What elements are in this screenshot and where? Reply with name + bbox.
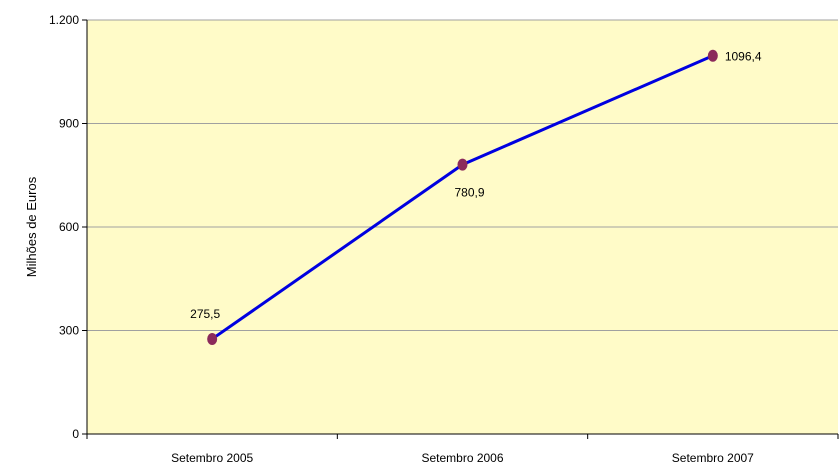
y-axis-title: Milhões de Euros (24, 176, 39, 277)
y-axis-ticks: 0 300 600 900 1.200 (49, 13, 87, 441)
x-axis-ticks: Setembro 2005 Setembro 2006 Setembro 2007 (86, 434, 839, 465)
data-labels: 275,5 780,9 1096,4 (190, 50, 762, 321)
y-tick-label: 0 (72, 427, 79, 441)
data-point (457, 158, 468, 171)
data-point (207, 332, 218, 345)
data-label: 275,5 (190, 307, 220, 321)
x-tick-label: Setembro 2005 (171, 451, 253, 465)
x-tick-label: Setembro 2006 (421, 451, 503, 465)
data-label: 780,9 (454, 186, 484, 200)
data-label: 1096,4 (725, 50, 762, 64)
y-tick-label: 1.200 (49, 13, 79, 27)
series-layer (207, 49, 718, 345)
y-tick-label: 300 (59, 324, 79, 338)
y-tick-label: 900 (59, 117, 79, 131)
x-tick-label: Setembro 2007 (672, 451, 754, 465)
gridlines (87, 19, 838, 331)
data-point (707, 49, 718, 62)
y-tick-label: 600 (59, 220, 79, 234)
